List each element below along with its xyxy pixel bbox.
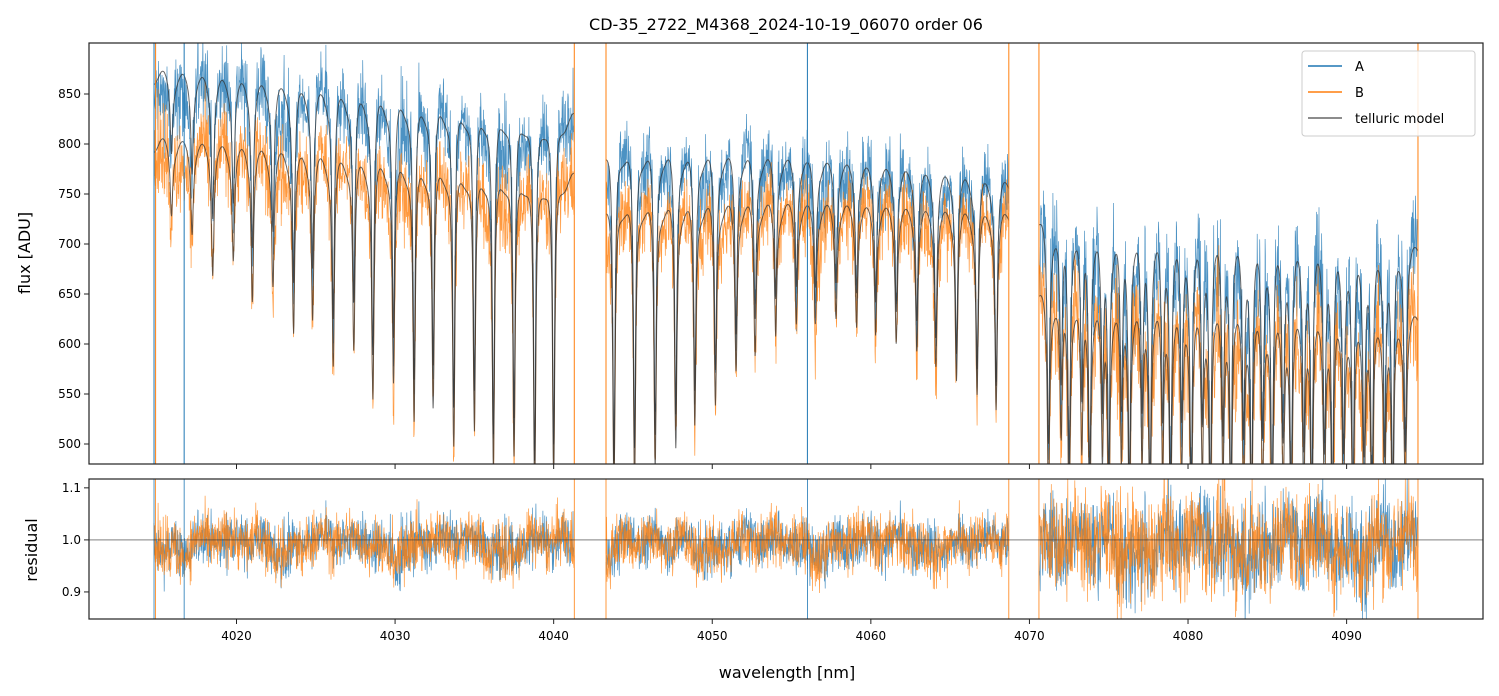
telluric-model-line-b bbox=[1038, 295, 1419, 464]
legend-label-b: B bbox=[1355, 86, 1364, 101]
flux-y-tick-label: 600 bbox=[58, 337, 81, 351]
telluric-model-line-a bbox=[153, 70, 575, 461]
flux-y-tick-label: 750 bbox=[58, 187, 81, 201]
telluric-model-line-b bbox=[153, 138, 575, 464]
telluric-model-line-a bbox=[1038, 224, 1419, 464]
x-tick-label: 4080 bbox=[1173, 629, 1204, 643]
flux-panel-frame bbox=[88, 42, 1484, 465]
legend: A B telluric model bbox=[1301, 50, 1476, 137]
flux-y-tick-label: 700 bbox=[58, 237, 81, 251]
x-tick-label: 4060 bbox=[856, 629, 887, 643]
flux-y-tick-label: 550 bbox=[58, 387, 81, 401]
legend-label-a: A bbox=[1355, 60, 1364, 75]
flux-y-tick-label: 500 bbox=[58, 437, 81, 451]
flux-y-axis-label: flux [ADU] bbox=[15, 212, 34, 294]
series-b-flux-line bbox=[153, 81, 575, 464]
series-a-flux-line bbox=[153, 43, 575, 464]
flux-panel bbox=[153, 43, 1419, 464]
flux-y-tick-label: 650 bbox=[58, 287, 81, 301]
x-tick-label: 4050 bbox=[697, 629, 728, 643]
series-b-residual-line bbox=[1038, 479, 1419, 619]
chart-title: CD-35_2722_M4368_2024-10-19_06070 order … bbox=[589, 15, 983, 35]
x-axis-label: wavelength [nm] bbox=[719, 663, 856, 682]
residual-y-tick-label: 1.0 bbox=[62, 533, 81, 547]
legend-label-model: telluric model bbox=[1355, 112, 1444, 127]
series-b-residual-line bbox=[153, 495, 575, 589]
residual-panel-frame bbox=[88, 478, 1484, 620]
x-tick-label: 4070 bbox=[1014, 629, 1045, 643]
x-tick-label: 4030 bbox=[380, 629, 411, 643]
flux-y-tick-label: 800 bbox=[58, 137, 81, 151]
residual-y-tick-label: 1.1 bbox=[62, 481, 81, 495]
x-tick-label: 4040 bbox=[538, 629, 569, 643]
x-tick-label: 4090 bbox=[1331, 629, 1362, 643]
flux-y-tick-label: 850 bbox=[58, 87, 81, 101]
residual-panel bbox=[89, 479, 1483, 619]
legend-box bbox=[1301, 50, 1476, 137]
residual-y-axis-label: residual bbox=[22, 518, 41, 581]
residual-y-tick-label: 0.9 bbox=[62, 585, 81, 599]
x-tick-label: 4020 bbox=[221, 629, 252, 643]
